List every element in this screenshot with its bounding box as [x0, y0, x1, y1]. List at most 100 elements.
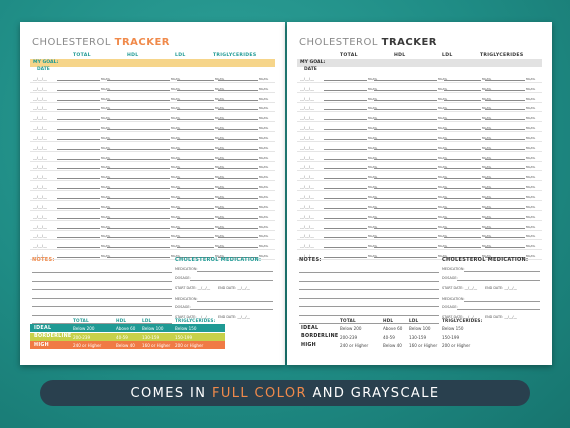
value-field[interactable] — [177, 134, 214, 140]
value-field[interactable] — [107, 163, 170, 170]
value-field[interactable] — [57, 134, 100, 140]
date-field[interactable]: __/__/__ — [300, 76, 315, 81]
value-field[interactable] — [374, 95, 437, 101]
value-field[interactable] — [444, 154, 481, 160]
value-field[interactable] — [218, 183, 258, 190]
value-field[interactable] — [444, 134, 481, 140]
value-field[interactable] — [444, 124, 481, 131]
value-field[interactable] — [485, 183, 525, 190]
value-field[interactable] — [374, 124, 437, 131]
value-field[interactable] — [374, 213, 437, 219]
date-field[interactable]: __/__/__ — [33, 244, 48, 249]
date-field[interactable]: __/__/__ — [33, 224, 48, 229]
value-field[interactable] — [374, 252, 437, 259]
value-field[interactable] — [324, 144, 367, 150]
value-field[interactable] — [107, 114, 170, 121]
date-field[interactable]: __/__/__ — [33, 234, 48, 239]
date-field[interactable]: __/__/__ — [300, 194, 315, 199]
medication-line[interactable] — [197, 301, 273, 302]
value-field[interactable] — [485, 124, 525, 131]
value-field[interactable] — [57, 242, 100, 249]
goal-row[interactable] — [297, 59, 542, 67]
value-field[interactable] — [374, 134, 437, 140]
dosage-line[interactable] — [457, 309, 540, 310]
value-field[interactable] — [374, 173, 437, 180]
value-field[interactable] — [374, 75, 437, 81]
date-field[interactable]: __/__/__ — [300, 145, 315, 150]
value-field[interactable] — [218, 173, 258, 180]
value-field[interactable] — [107, 203, 170, 209]
date-field[interactable]: __/__/__ — [300, 96, 315, 101]
value-field[interactable] — [485, 252, 525, 259]
value-field[interactable] — [324, 242, 367, 249]
value-field[interactable] — [324, 95, 367, 101]
date-field[interactable]: __/__/__ — [300, 204, 315, 209]
value-field[interactable] — [107, 193, 170, 199]
value-field[interactable] — [374, 163, 437, 170]
value-field[interactable] — [444, 114, 481, 121]
value-field[interactable] — [485, 242, 525, 249]
value-field[interactable] — [324, 173, 367, 180]
date-field[interactable]: __/__/__ — [33, 155, 48, 160]
date-field[interactable]: __/__/__ — [300, 106, 315, 111]
value-field[interactable] — [324, 104, 367, 111]
value-field[interactable] — [218, 95, 258, 101]
value-field[interactable] — [107, 154, 170, 160]
value-field[interactable] — [57, 144, 100, 150]
value-field[interactable] — [485, 213, 525, 219]
value-field[interactable] — [485, 144, 525, 150]
value-field[interactable] — [177, 124, 214, 131]
value-field[interactable] — [57, 85, 100, 91]
value-field[interactable] — [218, 203, 258, 209]
date-field[interactable]: __/__/__ — [33, 106, 48, 111]
date-field[interactable]: __/__/__ — [300, 224, 315, 229]
date-field[interactable]: __/__/__ — [300, 234, 315, 239]
value-field[interactable] — [485, 104, 525, 111]
date-field[interactable]: __/__/__ — [300, 185, 315, 190]
date-field[interactable]: __/__/__ — [300, 126, 315, 131]
value-field[interactable] — [107, 213, 170, 219]
date-field[interactable]: __/__/__ — [33, 204, 48, 209]
value-field[interactable] — [218, 154, 258, 160]
value-field[interactable] — [218, 232, 258, 239]
value-field[interactable] — [177, 232, 214, 239]
value-field[interactable] — [218, 223, 258, 229]
value-field[interactable] — [107, 134, 170, 140]
date-field[interactable]: __/__/__ — [33, 86, 48, 91]
value-field[interactable] — [177, 144, 214, 150]
date-field[interactable]: __/__/__ — [33, 194, 48, 199]
value-field[interactable] — [177, 114, 214, 121]
value-field[interactable] — [485, 85, 525, 91]
value-field[interactable] — [57, 173, 100, 180]
value-field[interactable] — [177, 193, 214, 199]
date-field[interactable]: __/__/__ — [33, 135, 48, 140]
date-field[interactable]: __/__/__ — [33, 145, 48, 150]
value-field[interactable] — [218, 104, 258, 111]
value-field[interactable] — [57, 252, 100, 259]
value-field[interactable] — [107, 183, 170, 190]
value-field[interactable] — [485, 114, 525, 121]
value-field[interactable] — [218, 85, 258, 91]
value-field[interactable] — [444, 144, 481, 150]
value-field[interactable] — [218, 252, 258, 259]
value-field[interactable] — [177, 75, 214, 81]
date-field[interactable]: __/__/__ — [33, 76, 48, 81]
value-field[interactable] — [444, 223, 481, 229]
value-field[interactable] — [177, 203, 214, 209]
value-field[interactable] — [177, 85, 214, 91]
value-field[interactable] — [177, 173, 214, 180]
value-field[interactable] — [444, 85, 481, 91]
value-field[interactable] — [444, 232, 481, 239]
value-field[interactable] — [218, 75, 258, 81]
value-field[interactable] — [374, 144, 437, 150]
date-field[interactable]: __/__/__ — [300, 175, 315, 180]
value-field[interactable] — [374, 223, 437, 229]
value-field[interactable] — [485, 154, 525, 160]
goal-row[interactable] — [30, 59, 275, 67]
value-field[interactable] — [107, 124, 170, 131]
date-field[interactable]: __/__/__ — [33, 254, 48, 259]
value-field[interactable] — [218, 193, 258, 199]
value-field[interactable] — [444, 203, 481, 209]
value-field[interactable] — [107, 144, 170, 150]
value-field[interactable] — [107, 85, 170, 91]
